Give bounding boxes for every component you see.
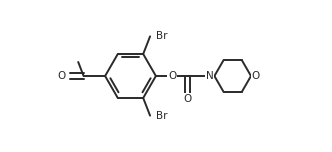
Text: O: O bbox=[168, 71, 176, 81]
Text: Br: Br bbox=[156, 31, 167, 41]
Text: O: O bbox=[183, 94, 192, 104]
Text: N: N bbox=[206, 71, 213, 81]
Text: O: O bbox=[252, 71, 260, 81]
Text: Br: Br bbox=[156, 111, 167, 121]
Text: O: O bbox=[57, 71, 66, 81]
